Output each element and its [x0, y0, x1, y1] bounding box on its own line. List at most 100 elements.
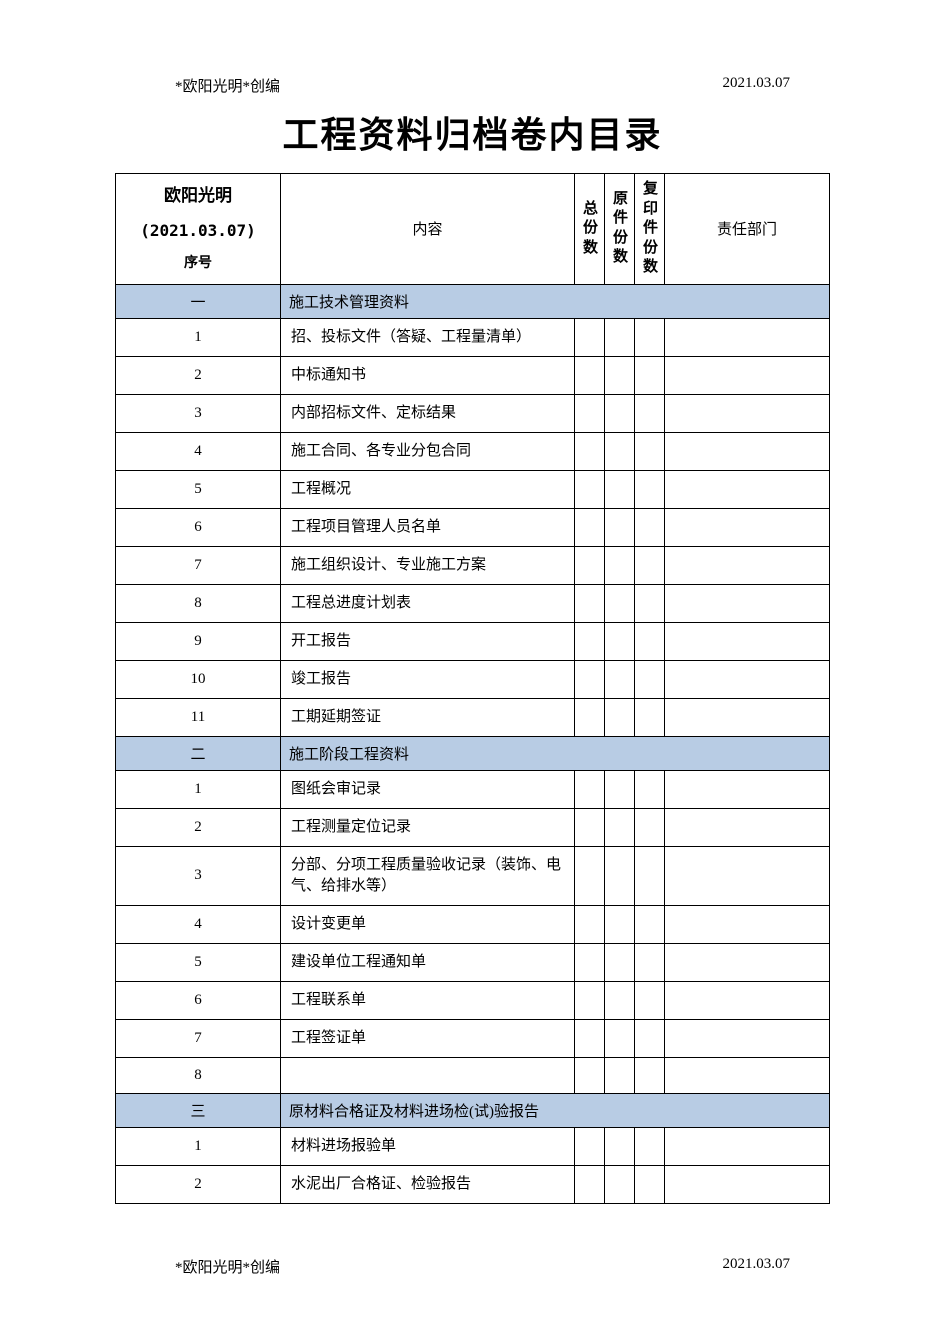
author-name: 欧阳光明	[124, 181, 272, 212]
row-total	[575, 470, 605, 508]
col-header-dept: 责任部门	[665, 174, 830, 285]
row-original	[605, 1057, 635, 1093]
row-content: 材料进场报验单	[281, 1127, 575, 1165]
seq-label: 序号	[184, 256, 212, 271]
row-dept	[665, 622, 830, 660]
table-row: 2工程测量定位记录	[116, 808, 830, 846]
row-copy	[635, 356, 665, 394]
section-title: 施工阶段工程资料	[281, 736, 830, 770]
col-header-sequence: 欧阳光明 (2021.03.07) 序号	[116, 174, 281, 285]
row-content: 开工报告	[281, 622, 575, 660]
row-dept	[665, 981, 830, 1019]
row-seq: 5	[116, 470, 281, 508]
section-number: 一	[116, 284, 281, 318]
row-seq: 2	[116, 808, 281, 846]
row-dept	[665, 770, 830, 808]
table-row: 1材料进场报验单	[116, 1127, 830, 1165]
row-content: 工程测量定位记录	[281, 808, 575, 846]
row-content: 工程项目管理人员名单	[281, 508, 575, 546]
row-dept	[665, 660, 830, 698]
table-row: 7施工组织设计、专业施工方案	[116, 546, 830, 584]
row-copy	[635, 1019, 665, 1057]
row-original	[605, 770, 635, 808]
row-content: 中标通知书	[281, 356, 575, 394]
page-header: *欧阳光明*创编 2021.03.07	[115, 75, 830, 96]
table-header: 欧阳光明 (2021.03.07) 序号 内容 总份数 原件份数 复印件份数 责…	[116, 174, 830, 285]
row-seq: 5	[116, 943, 281, 981]
col-header-content: 内容	[281, 174, 575, 285]
row-total	[575, 1057, 605, 1093]
col-header-original: 原件份数	[605, 174, 635, 285]
author-date: (2021.03.07)	[124, 217, 272, 246]
row-dept	[665, 808, 830, 846]
row-content: 工程联系单	[281, 981, 575, 1019]
row-content: 图纸会审记录	[281, 770, 575, 808]
table-row: 5工程概况	[116, 470, 830, 508]
row-seq: 7	[116, 1019, 281, 1057]
table-row: 1图纸会审记录	[116, 770, 830, 808]
row-seq: 8	[116, 1057, 281, 1093]
row-original	[605, 660, 635, 698]
row-copy	[635, 394, 665, 432]
row-original	[605, 432, 635, 470]
header-left-text: *欧阳光明*创编	[175, 75, 280, 96]
row-original	[605, 698, 635, 736]
row-original	[605, 1127, 635, 1165]
row-content: 内部招标文件、定标结果	[281, 394, 575, 432]
row-seq: 11	[116, 698, 281, 736]
row-dept	[665, 356, 830, 394]
row-seq: 6	[116, 508, 281, 546]
row-total	[575, 905, 605, 943]
row-content: 工程签证单	[281, 1019, 575, 1057]
row-seq: 1	[116, 770, 281, 808]
row-seq: 2	[116, 356, 281, 394]
row-copy	[635, 470, 665, 508]
row-content: 建设单位工程通知单	[281, 943, 575, 981]
row-copy	[635, 318, 665, 356]
row-dept	[665, 470, 830, 508]
row-total	[575, 770, 605, 808]
row-total	[575, 622, 605, 660]
row-copy	[635, 981, 665, 1019]
row-copy	[635, 546, 665, 584]
row-copy	[635, 622, 665, 660]
row-dept	[665, 905, 830, 943]
row-total	[575, 943, 605, 981]
table-row: 11工期延期签证	[116, 698, 830, 736]
row-seq: 1	[116, 318, 281, 356]
row-original	[605, 622, 635, 660]
row-copy	[635, 905, 665, 943]
row-original	[605, 1165, 635, 1203]
row-original	[605, 356, 635, 394]
row-total	[575, 1165, 605, 1203]
row-content: 工程概况	[281, 470, 575, 508]
table-row: 2水泥出厂合格证、检验报告	[116, 1165, 830, 1203]
col-header-total: 总份数	[575, 174, 605, 285]
row-total	[575, 318, 605, 356]
table-row: 3分部、分项工程质量验收记录（装饰、电气、给排水等）	[116, 846, 830, 905]
row-total	[575, 508, 605, 546]
row-original	[605, 318, 635, 356]
row-seq: 3	[116, 846, 281, 905]
row-original	[605, 546, 635, 584]
section-header-row: 三原材料合格证及材料进场检(试)验报告	[116, 1093, 830, 1127]
row-seq: 6	[116, 981, 281, 1019]
row-content: 招、投标文件（答疑、工程量清单）	[281, 318, 575, 356]
row-original	[605, 584, 635, 622]
row-seq: 8	[116, 584, 281, 622]
row-content: 设计变更单	[281, 905, 575, 943]
table-row: 6工程项目管理人员名单	[116, 508, 830, 546]
row-content: 工期延期签证	[281, 698, 575, 736]
row-content: 施工合同、各专业分包合同	[281, 432, 575, 470]
document-title: 工程资料归档卷内目录	[115, 106, 830, 158]
row-content: 水泥出厂合格证、检验报告	[281, 1165, 575, 1203]
row-total	[575, 846, 605, 905]
row-copy	[635, 660, 665, 698]
row-dept	[665, 1019, 830, 1057]
row-dept	[665, 1057, 830, 1093]
row-seq: 1	[116, 1127, 281, 1165]
row-copy	[635, 808, 665, 846]
table-body: 一施工技术管理资料1招、投标文件（答疑、工程量清单）2中标通知书3内部招标文件、…	[116, 284, 830, 1203]
footer-left-text: *欧阳光明*创编	[175, 1256, 280, 1277]
row-total	[575, 981, 605, 1019]
